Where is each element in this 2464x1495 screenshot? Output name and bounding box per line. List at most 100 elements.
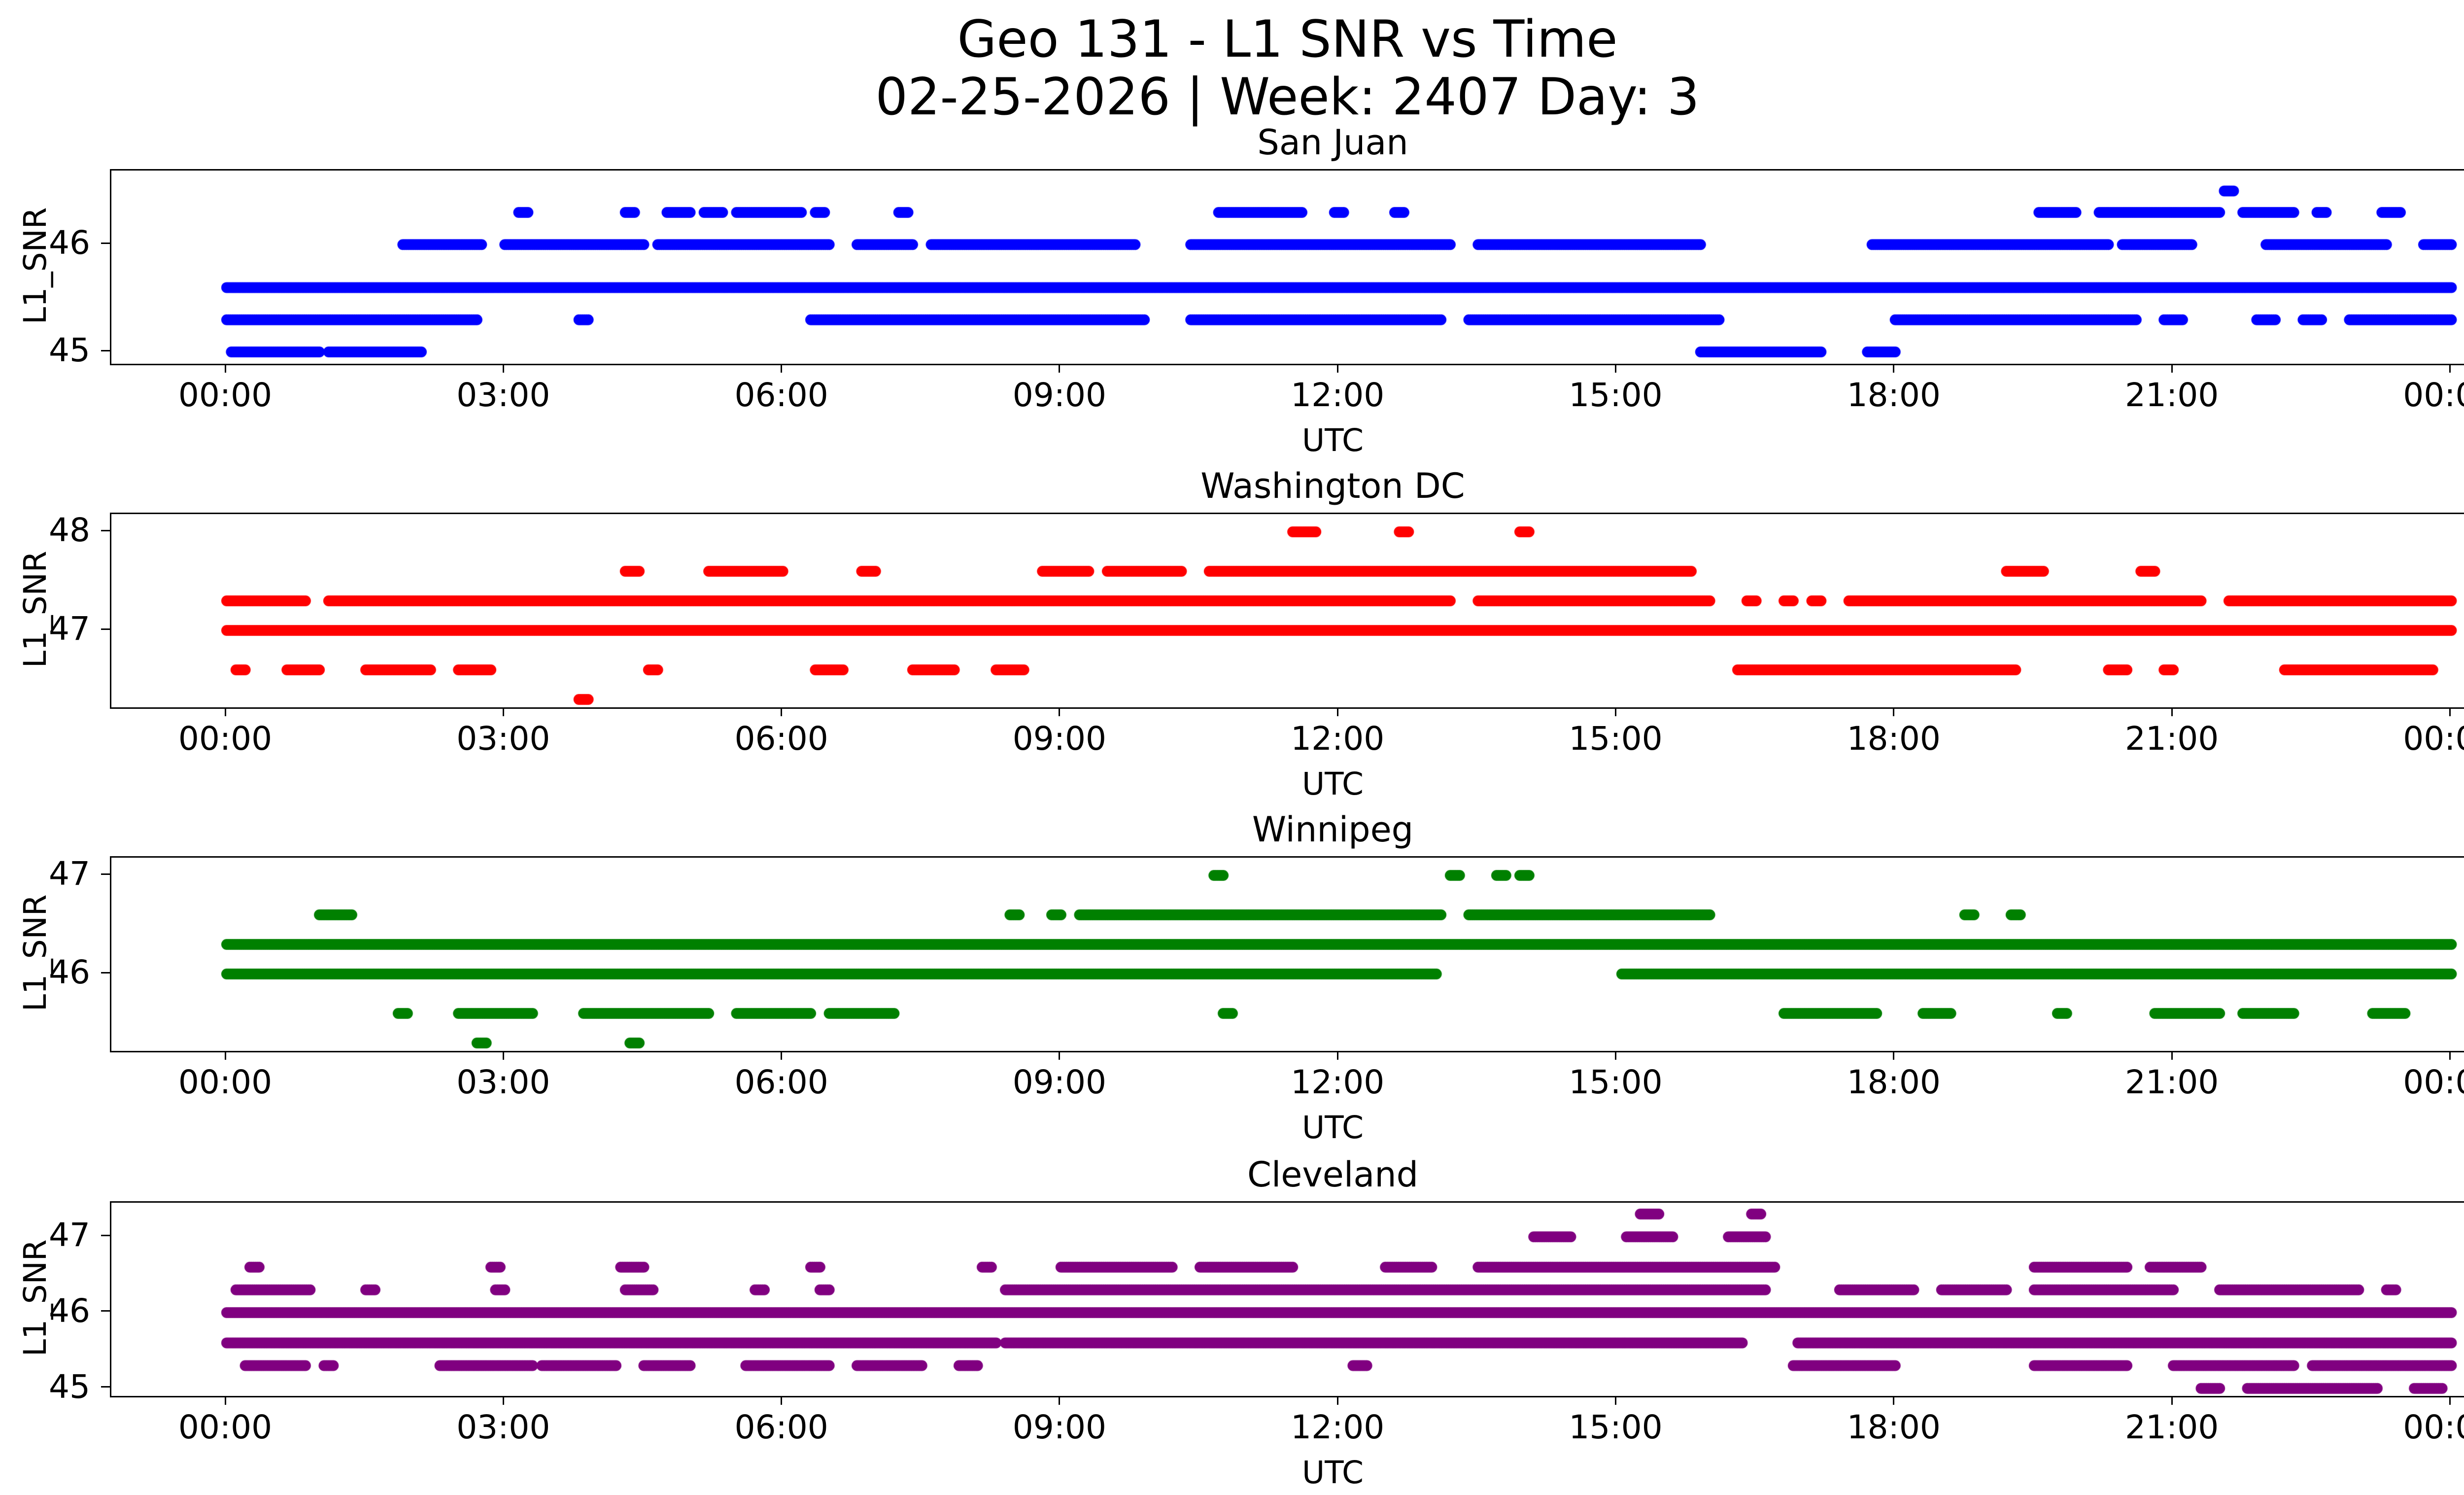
x-tick-label: 03:00 [456, 720, 550, 758]
subplot-title: Winnipeg [1252, 809, 1414, 850]
x-tick-label: 18:00 [1847, 720, 1941, 758]
scatter-points-canvas [111, 1203, 2464, 1396]
x-tick-mark [2171, 1051, 2173, 1060]
scatter-points-canvas [111, 858, 2464, 1051]
x-tick-mark [2449, 1051, 2451, 1060]
x-tick-label: 18:00 [1847, 1063, 1941, 1101]
x-tick-label: 09:00 [1012, 720, 1106, 758]
x-tick-mark [1615, 364, 1616, 373]
x-axis-label: UTC [1302, 766, 1364, 802]
x-tick-label: 00:00 [178, 1408, 273, 1446]
y-tick-label: 47 [49, 1216, 90, 1254]
y-tick-mark [101, 349, 110, 351]
x-tick-label: 21:00 [2124, 720, 2219, 758]
y-tick-mark [101, 628, 110, 630]
x-tick-mark [2171, 364, 2173, 373]
y-tick-label: 46 [49, 953, 90, 991]
y-tick-label: 47 [49, 610, 90, 648]
x-tick-label: 00:00 [2403, 1408, 2464, 1446]
y-tick-mark [101, 972, 110, 973]
x-tick-mark [224, 707, 226, 716]
x-tick-label: 18:00 [1847, 1408, 1941, 1446]
x-tick-mark [2449, 364, 2451, 373]
x-tick-label: 00:00 [178, 376, 273, 414]
subplot-title: San Juan [1257, 122, 1408, 163]
x-tick-label: 03:00 [456, 376, 550, 414]
x-tick-mark [224, 1396, 226, 1405]
x-tick-mark [502, 1396, 504, 1405]
x-tick-label: 12:00 [1291, 1063, 1385, 1101]
x-tick-mark [781, 1396, 783, 1405]
x-tick-label: 12:00 [1291, 1408, 1385, 1446]
x-axis-label: UTC [1302, 422, 1364, 458]
x-tick-label: 06:00 [734, 720, 828, 758]
figure-title-line1: Geo 131 - L1 SNR vs Time [957, 10, 1618, 69]
x-tick-label: 15:00 [1569, 376, 1663, 414]
x-tick-label: 09:00 [1012, 1063, 1106, 1101]
x-tick-mark [781, 707, 783, 716]
x-tick-label: 00:00 [2403, 1063, 2464, 1101]
x-tick-label: 15:00 [1569, 720, 1663, 758]
x-tick-label: 00:00 [178, 720, 273, 758]
axes-box [110, 856, 2464, 1052]
y-tick-mark [101, 1310, 110, 1312]
x-tick-mark [1059, 707, 1061, 716]
x-tick-label: 18:00 [1847, 376, 1941, 414]
scatter-points-canvas [111, 171, 2464, 364]
x-tick-mark [502, 1051, 504, 1060]
x-axis-label: UTC [1302, 1455, 1364, 1491]
x-tick-label: 15:00 [1569, 1408, 1663, 1446]
x-tick-label: 12:00 [1291, 720, 1385, 758]
y-tick-mark [101, 873, 110, 875]
y-tick-label: 46 [49, 1291, 90, 1330]
x-tick-label: 03:00 [456, 1063, 550, 1101]
x-tick-label: 21:00 [2124, 376, 2219, 414]
x-tick-mark [1615, 1396, 1616, 1405]
y-tick-label: 46 [49, 224, 90, 262]
x-tick-mark [1336, 1051, 1338, 1060]
x-tick-label: 09:00 [1012, 1408, 1106, 1446]
y-tick-mark [101, 1234, 110, 1236]
x-tick-label: 00:00 [178, 1063, 273, 1101]
x-tick-mark [1059, 364, 1061, 373]
figure-title-line2: 02-25-2026 | Week: 2407 Day: 3 [875, 68, 1700, 127]
x-tick-mark [1615, 1051, 1616, 1060]
x-tick-label: 03:00 [456, 1408, 550, 1446]
x-tick-mark [1615, 707, 1616, 716]
x-tick-mark [1336, 707, 1338, 716]
x-tick-mark [781, 364, 783, 373]
x-tick-mark [1336, 1396, 1338, 1405]
x-tick-label: 06:00 [734, 1063, 828, 1101]
x-tick-mark [1336, 364, 1338, 373]
scatter-points-canvas [111, 514, 2464, 707]
x-tick-mark [2171, 1396, 2173, 1405]
x-tick-label: 09:00 [1012, 376, 1106, 414]
x-tick-mark [1893, 364, 1895, 373]
x-tick-mark [224, 1051, 226, 1060]
x-tick-label: 00:00 [2403, 720, 2464, 758]
x-tick-mark [1893, 1396, 1895, 1405]
x-tick-label: 21:00 [2124, 1063, 2219, 1101]
subplot-title: Washington DC [1200, 466, 1465, 506]
subplot-title: Cleveland [1247, 1154, 1419, 1195]
x-tick-label: 15:00 [1569, 1063, 1663, 1101]
x-tick-mark [1893, 1051, 1895, 1060]
axes-box [110, 1201, 2464, 1397]
x-tick-label: 21:00 [2124, 1408, 2219, 1446]
x-tick-mark [1059, 1396, 1061, 1405]
x-tick-mark [502, 707, 504, 716]
axes-box [110, 513, 2464, 709]
x-tick-mark [2449, 1396, 2451, 1405]
y-tick-mark [101, 242, 110, 244]
y-tick-label: 45 [49, 331, 90, 370]
x-tick-mark [224, 364, 226, 373]
figure-title: Geo 131 - L1 SNR vs Time 02-25-2026 | We… [0, 10, 2464, 127]
x-tick-mark [781, 1051, 783, 1060]
x-tick-mark [502, 364, 504, 373]
y-tick-label: 48 [49, 511, 90, 549]
x-tick-mark [1893, 707, 1895, 716]
